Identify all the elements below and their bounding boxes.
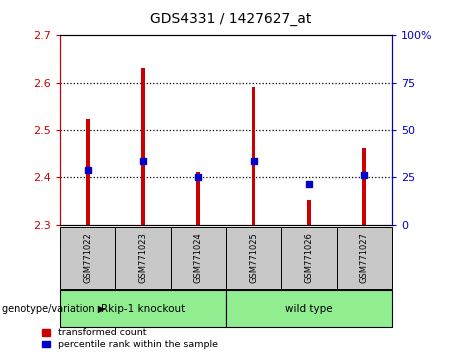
Text: GSM771024: GSM771024 bbox=[194, 232, 203, 283]
Text: GSM771023: GSM771023 bbox=[138, 232, 148, 283]
Text: GSM771022: GSM771022 bbox=[83, 232, 92, 283]
Text: GSM771026: GSM771026 bbox=[304, 232, 313, 283]
Text: GSM771027: GSM771027 bbox=[360, 232, 369, 283]
Bar bbox=[141, 68, 145, 225]
Text: genotype/variation ▶: genotype/variation ▶ bbox=[2, 304, 106, 314]
Bar bbox=[252, 87, 255, 225]
Bar bbox=[86, 119, 89, 225]
Text: GSM771025: GSM771025 bbox=[249, 232, 258, 283]
Legend: transformed count, percentile rank within the sample: transformed count, percentile rank withi… bbox=[41, 329, 218, 349]
Text: GDS4331 / 1427627_at: GDS4331 / 1427627_at bbox=[150, 12, 311, 27]
Bar bbox=[307, 200, 311, 225]
Bar bbox=[196, 172, 200, 225]
Text: wild type: wild type bbox=[285, 304, 333, 314]
Bar bbox=[362, 148, 366, 225]
Text: Rkip-1 knockout: Rkip-1 knockout bbox=[101, 304, 185, 314]
